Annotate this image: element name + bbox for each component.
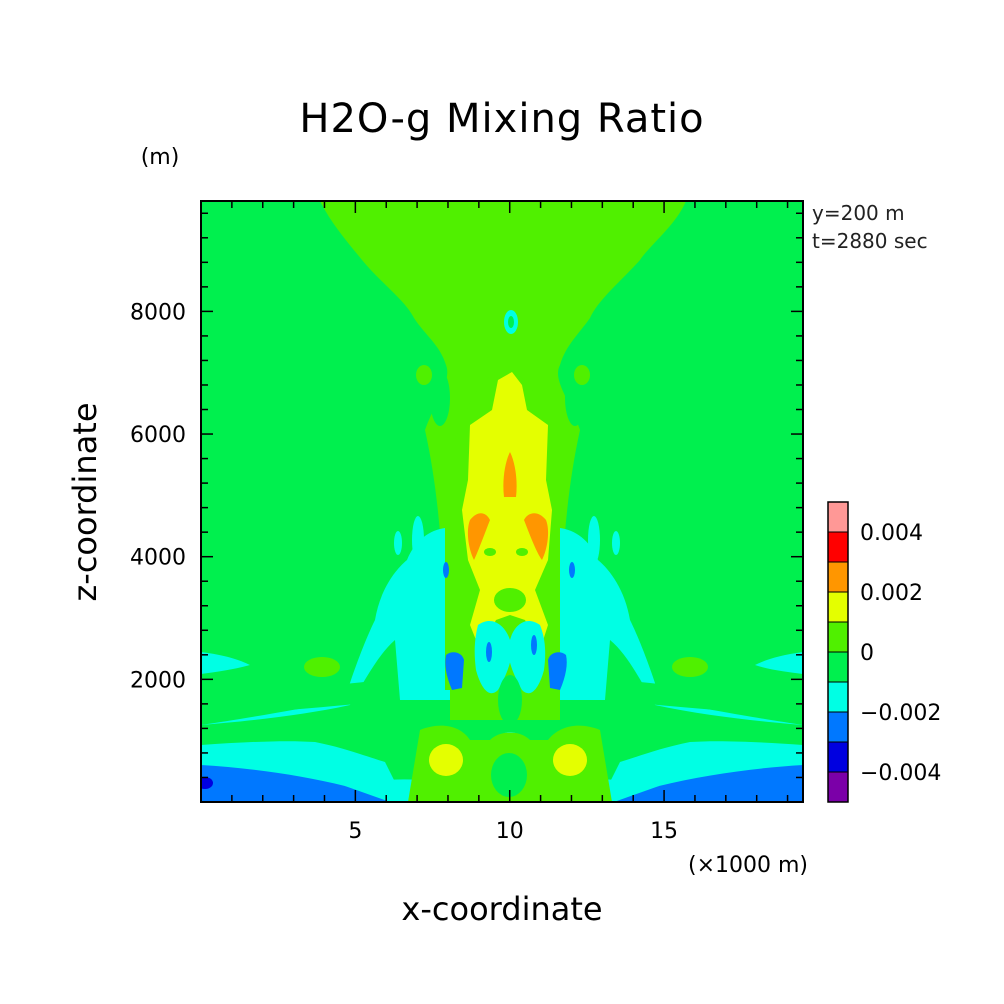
contour-pocket-blue-right (531, 635, 537, 655)
contour-core-right (524, 513, 549, 560)
contour-fleck-navy-right (569, 562, 575, 578)
x-tick-marks: 5 10 15 (231, 201, 789, 844)
y-tick-label: 4000 (130, 546, 186, 571)
time-annotation: t=2880 sec (812, 229, 928, 253)
contour-blob-corner (201, 777, 213, 789)
contour-fleck-navy-left (443, 562, 449, 578)
contour-fleck-left (430, 370, 450, 426)
plot-frame (200, 200, 804, 803)
contour-blob-mid-right (516, 548, 528, 556)
colorbar-swatch (828, 592, 848, 622)
contour-blob-mid-center (494, 588, 526, 612)
colorbar-swatch (828, 682, 848, 712)
colorbar-swatch (828, 622, 848, 652)
colorbar-swatch (828, 772, 848, 802)
contour-core-center (503, 452, 517, 497)
y-tick-marks: 2000 4000 6000 8000 (130, 212, 803, 779)
colorbar-label: −0.002 (860, 701, 941, 726)
colorbar-swatch (828, 502, 848, 532)
contour-pocket-green (498, 675, 522, 725)
colorbar-label: 0.002 (860, 581, 923, 606)
contour-fleck-blue-left (445, 652, 464, 690)
contour-core-left (467, 513, 490, 560)
contour-field (201, 201, 803, 802)
colorbar-label: 0.004 (860, 521, 923, 546)
colorbar-swatch (828, 712, 848, 742)
contour-band-base-mid-left (345, 779, 420, 802)
contour-fleck-cyan-left (412, 516, 424, 564)
contour-fleck-left-2 (416, 365, 432, 385)
colorbar-label: −0.004 (860, 761, 941, 786)
y-tick-label: 2000 (130, 668, 186, 693)
contour-fleck-cyan-left-2 (394, 531, 402, 555)
contour-fleck-cyan-right (588, 516, 600, 564)
x-tick-label: 15 (650, 819, 678, 844)
contour-fleck-cyan-right-2 (612, 531, 620, 555)
contour-band-base-blue (201, 765, 390, 802)
contour-lobe-blob-right (672, 657, 708, 677)
contour-lobe-left (201, 680, 395, 716)
contour-pocket-blue-left (486, 642, 492, 662)
x-axis-label: x-coordinate (401, 890, 602, 928)
contour-lobe-right (609, 680, 803, 716)
x-unit-label: (×1000 m) (688, 853, 808, 878)
colorbar: 0.004 0.002 0 −0.002 −0.004 (827, 501, 941, 803)
contour-lobe-blob-left (304, 657, 340, 677)
contour-fleck-right-2 (574, 365, 590, 385)
contour-fleck-blue-right (548, 652, 567, 690)
chart-title: H2O-g Mixing Ratio (299, 96, 704, 142)
contour-column-yellow (462, 372, 552, 650)
contour-bottom-yellow-left (429, 744, 463, 776)
contour-bottom-yellow-right (553, 744, 587, 776)
colorbar-swatch (828, 652, 848, 682)
y-tick-label: 6000 (130, 423, 186, 448)
contour-band-lower-envelope (201, 640, 803, 802)
contour-pocket-left (474, 620, 512, 694)
colorbar-frame (827, 501, 849, 803)
contour-blob-top-core (508, 316, 514, 328)
y-unit-label: (m) (141, 145, 180, 170)
contour-bottom-green-center (491, 753, 527, 797)
contour-blob-mid-left (484, 548, 496, 556)
y-tick-label: 8000 (130, 300, 186, 325)
colorbar-swatch (828, 532, 848, 562)
y-axis-label: z-coordinate (66, 402, 104, 601)
contour-band-base-blue-right (614, 765, 803, 802)
x-tick-label: 10 (496, 819, 524, 844)
colorbar-swatch (828, 562, 848, 592)
colorbar-swatch (828, 742, 848, 772)
x-tick-label: 5 (348, 819, 362, 844)
slice-annotation: y=200 m (812, 201, 905, 225)
colorbar-label: 0 (860, 641, 874, 666)
